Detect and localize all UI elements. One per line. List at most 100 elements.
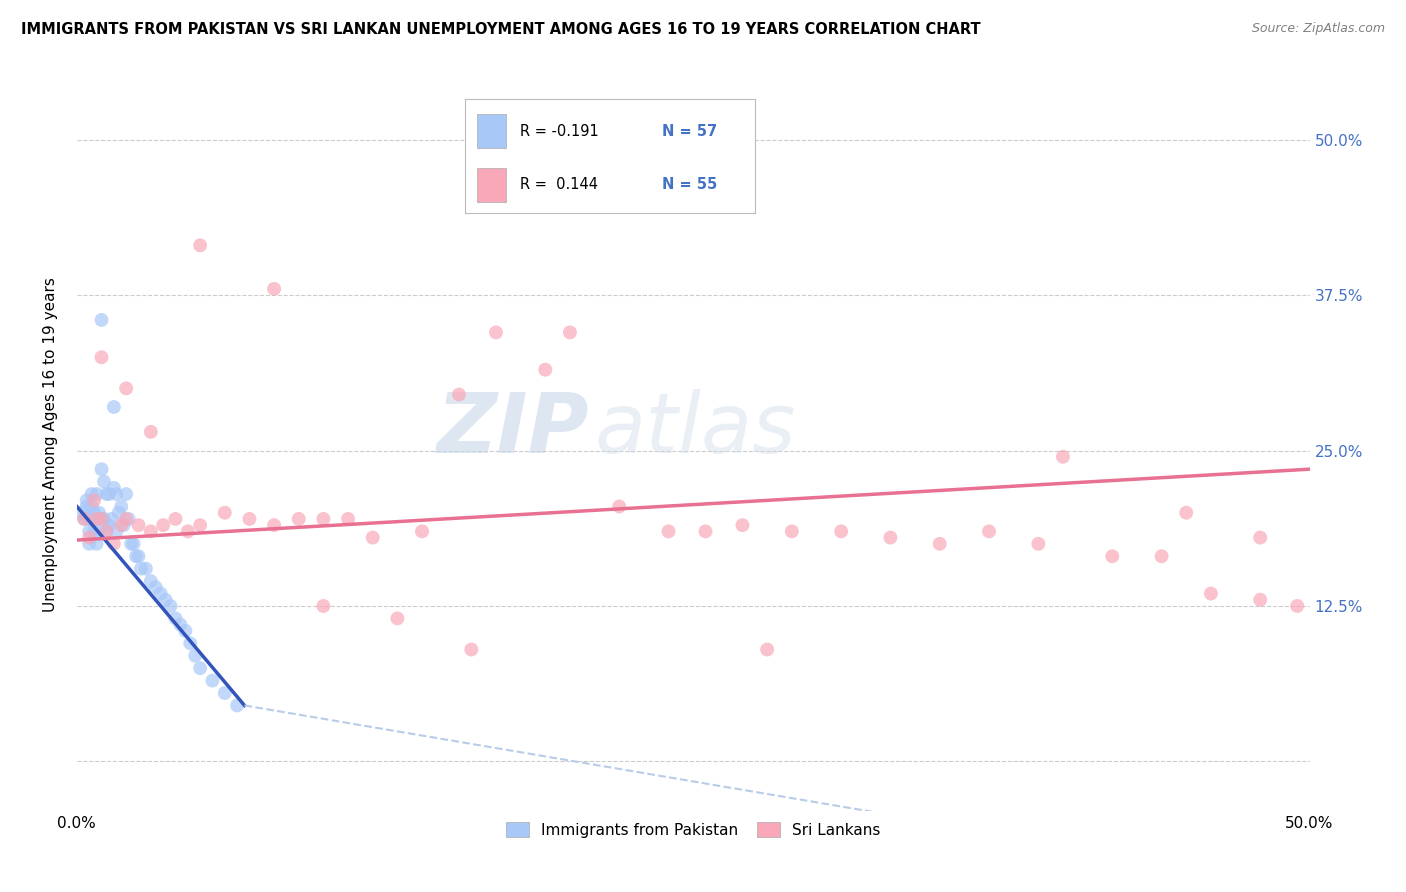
Point	[103, 481, 125, 495]
Point	[76, 493, 98, 508]
Point	[1199, 586, 1222, 600]
Point	[155, 592, 177, 607]
Point	[263, 518, 285, 533]
Point	[80, 500, 103, 514]
Point	[1249, 592, 1271, 607]
Point	[96, 524, 118, 539]
Point	[87, 524, 110, 539]
Point	[174, 624, 197, 638]
Point	[387, 611, 409, 625]
Point	[90, 512, 112, 526]
Point	[77, 531, 100, 545]
Point	[83, 524, 105, 539]
Point	[485, 326, 508, 340]
Point	[73, 512, 96, 526]
Point	[1150, 549, 1173, 564]
Point	[731, 518, 754, 533]
Point	[120, 537, 142, 551]
Point	[139, 425, 162, 439]
Point	[103, 400, 125, 414]
Point	[96, 524, 118, 539]
Point	[139, 574, 162, 588]
Point	[110, 518, 132, 533]
Point	[87, 506, 110, 520]
Text: atlas: atlas	[595, 389, 796, 470]
Point	[179, 636, 201, 650]
Point	[107, 506, 129, 520]
Point	[97, 518, 120, 533]
Point	[128, 549, 150, 564]
Point	[263, 282, 285, 296]
Point	[135, 562, 157, 576]
Point	[105, 524, 128, 539]
Point	[129, 562, 152, 576]
Point	[312, 599, 335, 613]
Point	[90, 351, 112, 365]
Point	[105, 487, 128, 501]
Legend: Immigrants from Pakistan, Sri Lankans: Immigrants from Pakistan, Sri Lankans	[501, 815, 886, 844]
Point	[657, 524, 679, 539]
Point	[337, 512, 360, 526]
Point	[152, 518, 174, 533]
Point	[128, 518, 150, 533]
Point	[830, 524, 852, 539]
Text: IMMIGRANTS FROM PAKISTAN VS SRI LANKAN UNEMPLOYMENT AMONG AGES 16 TO 19 YEARS CO: IMMIGRANTS FROM PAKISTAN VS SRI LANKAN U…	[21, 22, 981, 37]
Point	[695, 524, 717, 539]
Point	[1028, 537, 1050, 551]
Point	[1052, 450, 1074, 464]
Point	[86, 537, 108, 551]
Point	[83, 493, 105, 508]
Point	[214, 506, 236, 520]
Point	[607, 500, 630, 514]
Point	[287, 512, 309, 526]
Y-axis label: Unemployment Among Ages 16 to 19 years: Unemployment Among Ages 16 to 19 years	[44, 277, 58, 612]
Point	[97, 487, 120, 501]
Point	[86, 512, 108, 526]
Text: Source: ZipAtlas.com: Source: ZipAtlas.com	[1251, 22, 1385, 36]
Point	[90, 462, 112, 476]
Point	[77, 537, 100, 551]
Point	[77, 524, 100, 539]
Point	[90, 313, 112, 327]
Point	[879, 531, 901, 545]
Point	[411, 524, 433, 539]
Point	[96, 487, 118, 501]
Point	[77, 512, 100, 526]
Point	[188, 518, 211, 533]
Point	[93, 475, 115, 489]
Point	[165, 512, 187, 526]
Point	[139, 524, 162, 539]
Point	[73, 512, 96, 526]
Point	[1249, 531, 1271, 545]
Point	[188, 661, 211, 675]
Point	[149, 586, 172, 600]
Point	[214, 686, 236, 700]
Point	[93, 512, 115, 526]
Point	[534, 362, 557, 376]
Point	[928, 537, 950, 551]
Point	[1175, 506, 1198, 520]
Point	[184, 648, 207, 663]
Point	[110, 500, 132, 514]
Point	[460, 642, 482, 657]
Point	[312, 512, 335, 526]
Point	[447, 387, 470, 401]
Point	[238, 512, 260, 526]
Point	[169, 617, 191, 632]
Point	[90, 512, 112, 526]
Point	[86, 512, 108, 526]
Point	[80, 487, 103, 501]
Point	[80, 512, 103, 526]
Point	[558, 326, 581, 340]
Point	[70, 506, 93, 520]
Point	[115, 487, 138, 501]
Point	[188, 238, 211, 252]
Point	[125, 549, 148, 564]
Point	[83, 506, 105, 520]
Point	[1101, 549, 1123, 564]
Point	[558, 176, 581, 190]
Point	[83, 512, 105, 526]
Point	[977, 524, 1000, 539]
Point	[122, 537, 145, 551]
Point	[103, 537, 125, 551]
